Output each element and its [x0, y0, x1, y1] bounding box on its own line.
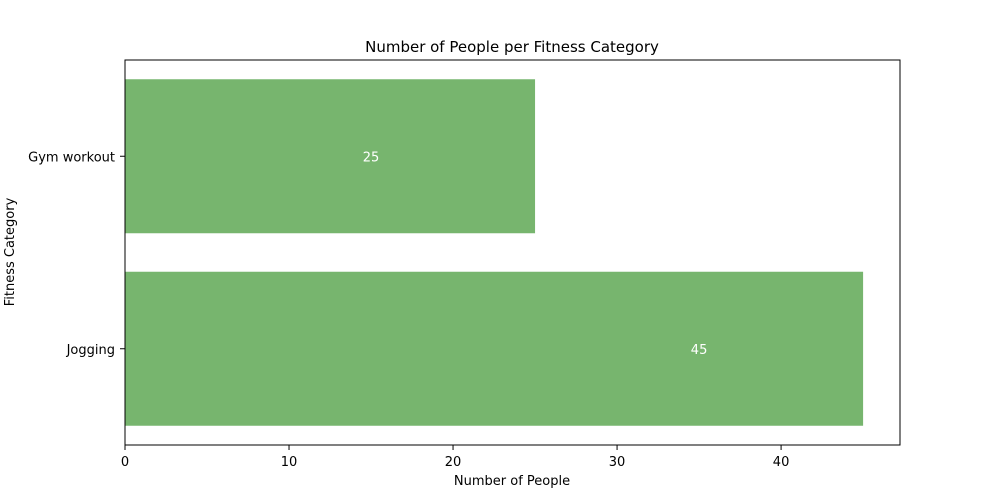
x-tick-label: 10 — [281, 455, 298, 470]
bar-jogging — [125, 271, 864, 426]
data-label-gym-workout: 25 — [363, 150, 380, 165]
x-tick-label: 40 — [773, 455, 790, 470]
x-tick-label: 20 — [445, 455, 462, 470]
x-axis: 0 10 20 30 40 — [121, 445, 789, 470]
y-tick-label: Gym workout — [28, 150, 115, 165]
data-labels-group: 45 25 — [363, 150, 708, 358]
chart-title: Number of People per Fitness Category — [365, 38, 659, 56]
x-tick-label: 0 — [121, 455, 129, 470]
bars-group — [125, 79, 864, 426]
y-axis: Jogging Gym workout — [28, 150, 125, 358]
y-tick-label: Jogging — [66, 343, 115, 358]
y-axis-label: Fitness Category — [3, 197, 18, 306]
x-tick-label: 30 — [609, 455, 626, 470]
bar-gym-workout — [125, 79, 536, 234]
x-axis-label: Number of People — [454, 474, 570, 489]
data-label-jogging: 45 — [691, 343, 708, 358]
plot-area-frame — [124, 59, 901, 446]
